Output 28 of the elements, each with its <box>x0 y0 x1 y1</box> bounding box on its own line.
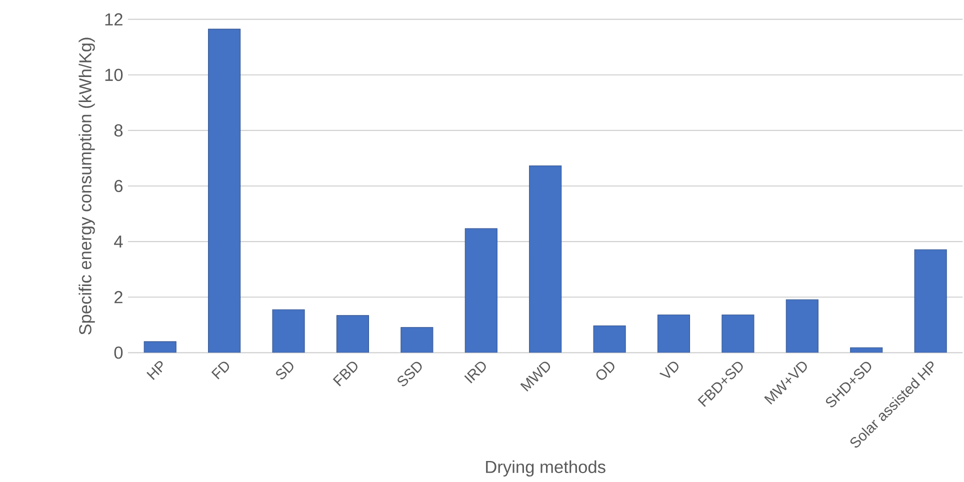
bar <box>850 347 883 353</box>
y-tick-label: 4 <box>114 236 123 248</box>
x-axis-title: Drying methods <box>486 460 606 477</box>
bar <box>914 249 947 353</box>
bar <box>593 325 626 353</box>
bar <box>336 315 369 353</box>
bar <box>722 314 754 353</box>
x-tick-label: OD <box>596 362 614 380</box>
x-tick-label: IRD <box>464 362 486 384</box>
bar <box>464 228 498 353</box>
bar <box>657 314 690 353</box>
bar <box>208 28 241 353</box>
y-tick-label: 2 <box>114 291 122 304</box>
y-tick-label: 8 <box>114 124 123 137</box>
x-tick-label: HP <box>146 361 163 380</box>
y-tick-label: 6 <box>114 180 123 192</box>
bar <box>272 309 305 353</box>
y-axis-title: Specific energy consumption (kWh/Kg) <box>78 38 95 335</box>
x-tick-label: FD <box>211 362 230 380</box>
y-tick-label: 12 <box>105 13 122 26</box>
x-tick-label: SD <box>276 362 294 380</box>
y-tick-label: 0 <box>114 346 123 359</box>
bar <box>400 327 434 353</box>
bar <box>786 299 818 353</box>
bar <box>144 341 176 353</box>
x-tick-label: VD <box>659 362 678 378</box>
bar <box>529 165 562 353</box>
y-tick-label: 10 <box>105 68 123 82</box>
